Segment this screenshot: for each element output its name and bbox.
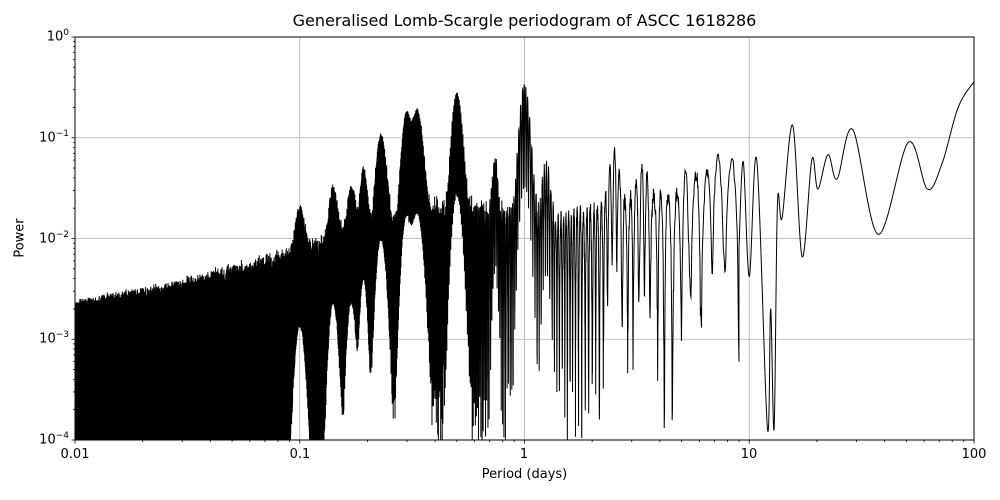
- x-tick-label-0.1: 0.1: [289, 447, 311, 462]
- x-tick-label-100: 100: [961, 447, 987, 462]
- y-tick-label-1e-1: 10−1: [39, 128, 69, 146]
- x-tick-label-10: 10: [740, 447, 758, 462]
- x-tick-label-0.01: 0.01: [60, 447, 90, 462]
- y-tick-label-1e0: 100: [46, 28, 69, 45]
- x-axis-label: Period (days): [481, 467, 568, 482]
- chart-title: Generalised Lomb-Scargle periodogram of …: [292, 11, 757, 30]
- y-tick-label-1e-4: 10−4: [39, 431, 69, 448]
- y-tick-label-1e-2: 10−2: [39, 229, 69, 246]
- y-tick-label-1e-3: 10−3: [39, 330, 69, 347]
- x-tick-label-1: 1: [519, 447, 529, 462]
